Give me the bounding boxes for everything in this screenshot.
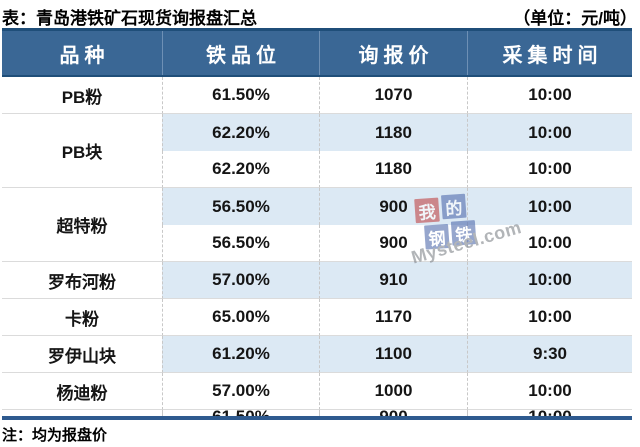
variety-cell: 罗伊山块 xyxy=(2,336,162,373)
clipped-grade-cell: 61.50% xyxy=(162,410,319,416)
grade-cell: 56.50% xyxy=(162,188,319,225)
variety-cell: 卡粉 xyxy=(2,299,162,336)
time-cell: 10:00 xyxy=(467,114,632,151)
variety-cell: 杨迪粉 xyxy=(2,373,162,410)
variety-cell: 罗布河粉 xyxy=(2,262,162,299)
clipped-price-cell: 900 xyxy=(319,410,467,416)
grade-cell: 57.00% xyxy=(162,262,319,299)
time-cell: 10:00 xyxy=(467,77,632,114)
time-cell: 10:00 xyxy=(467,225,632,262)
column-header-grade: 铁品位 xyxy=(162,31,319,75)
time-cell: 10:00 xyxy=(467,373,632,410)
price-cell: 1180 xyxy=(319,114,467,151)
grade-cell: 61.20% xyxy=(162,336,319,373)
table-body: PB粉 61.50% 1070 10:00 PB块 62.20% 1180 10:00 62.2… xyxy=(2,77,632,420)
price-cell: 1070 xyxy=(319,77,467,114)
time-cell: 10:00 xyxy=(467,299,632,336)
variety-cell: PB块 xyxy=(2,114,162,188)
time-cell: 10:00 xyxy=(467,262,632,299)
price-table: 品种 铁品位 询报价 采集时间 PB粉 61.50% 1070 10:00 PB块 62.… xyxy=(2,28,632,420)
grade-cell: 57.00% xyxy=(162,373,319,410)
clipped-variety-cell xyxy=(2,410,162,416)
grade-cell: 56.50% xyxy=(162,225,319,262)
price-cell: 1180 xyxy=(319,151,467,188)
grade-cell: 62.20% xyxy=(162,151,319,188)
time-cell: 10:00 xyxy=(467,188,632,225)
grade-cell: 62.20% xyxy=(162,114,319,151)
column-header-time: 采集时间 xyxy=(467,31,632,75)
price-cell: 910 xyxy=(319,262,467,299)
column-header-price: 询报价 xyxy=(319,31,467,75)
footnote: 注：均为报盘价 xyxy=(2,427,108,444)
column-header-variety: 品种 xyxy=(59,44,110,67)
grade-cell: 61.50% xyxy=(162,77,319,114)
unit-label: （单位：元/吨） xyxy=(513,9,637,28)
time-cell: 10:00 xyxy=(467,151,632,188)
clipped-time-cell: 10:00 xyxy=(467,410,632,416)
title-bar: 表：青岛港铁矿石现货询报盘汇总 （单位：元/吨） xyxy=(2,4,637,29)
table-header-row: 品种 铁品位 询报价 采集时间 xyxy=(2,28,632,77)
price-cell: 1000 xyxy=(319,373,467,410)
page-title: 表：青岛港铁矿石现货询报盘汇总 xyxy=(2,9,257,28)
price-cell: 900 xyxy=(319,188,467,225)
time-cell: 9:30 xyxy=(467,336,632,373)
grade-cell: 65.00% xyxy=(162,299,319,336)
variety-cell: 超特粉 xyxy=(2,188,162,262)
variety-cell: PB粉 xyxy=(2,77,162,114)
price-cell: 1100 xyxy=(319,336,467,373)
price-cell: 1170 xyxy=(319,299,467,336)
price-cell: 900 xyxy=(319,225,467,262)
